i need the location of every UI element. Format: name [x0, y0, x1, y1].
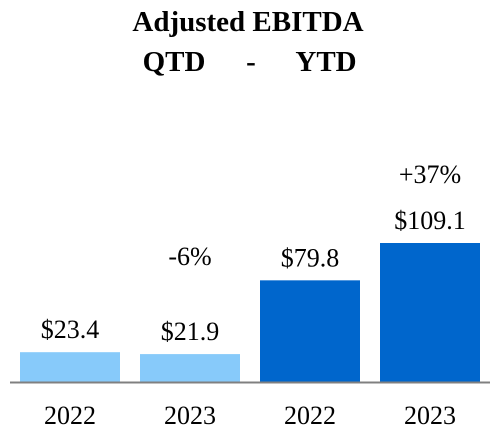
bar-3 [260, 280, 360, 382]
plot-area: $23.4 2022 $21.9 2023 $79.8 2022 $109.1 2023 -6%… [10, 160, 490, 430]
x-tick-label-1: 2022 [44, 401, 96, 430]
subtitle-qtd: QTD [143, 46, 206, 78]
value-label-4: $109.1 [394, 206, 466, 235]
subtitle-separator: - [246, 46, 256, 78]
chart-title: Adjusted EBITDA [132, 6, 363, 38]
bar-1 [20, 352, 120, 382]
bar-2 [140, 354, 240, 382]
value-label-3: $79.8 [281, 243, 340, 272]
change-label-1: -6% [168, 242, 211, 271]
x-tick-label-3: 2022 [284, 401, 336, 430]
value-label-2: $21.9 [161, 317, 220, 346]
subtitle-ytd: YTD [295, 46, 356, 78]
change-label-2: +37% [399, 160, 461, 189]
bar-4 [380, 243, 480, 382]
value-label-1: $23.4 [41, 315, 100, 344]
x-tick-label-2: 2023 [164, 401, 216, 430]
x-tick-label-4: 2023 [404, 401, 456, 430]
